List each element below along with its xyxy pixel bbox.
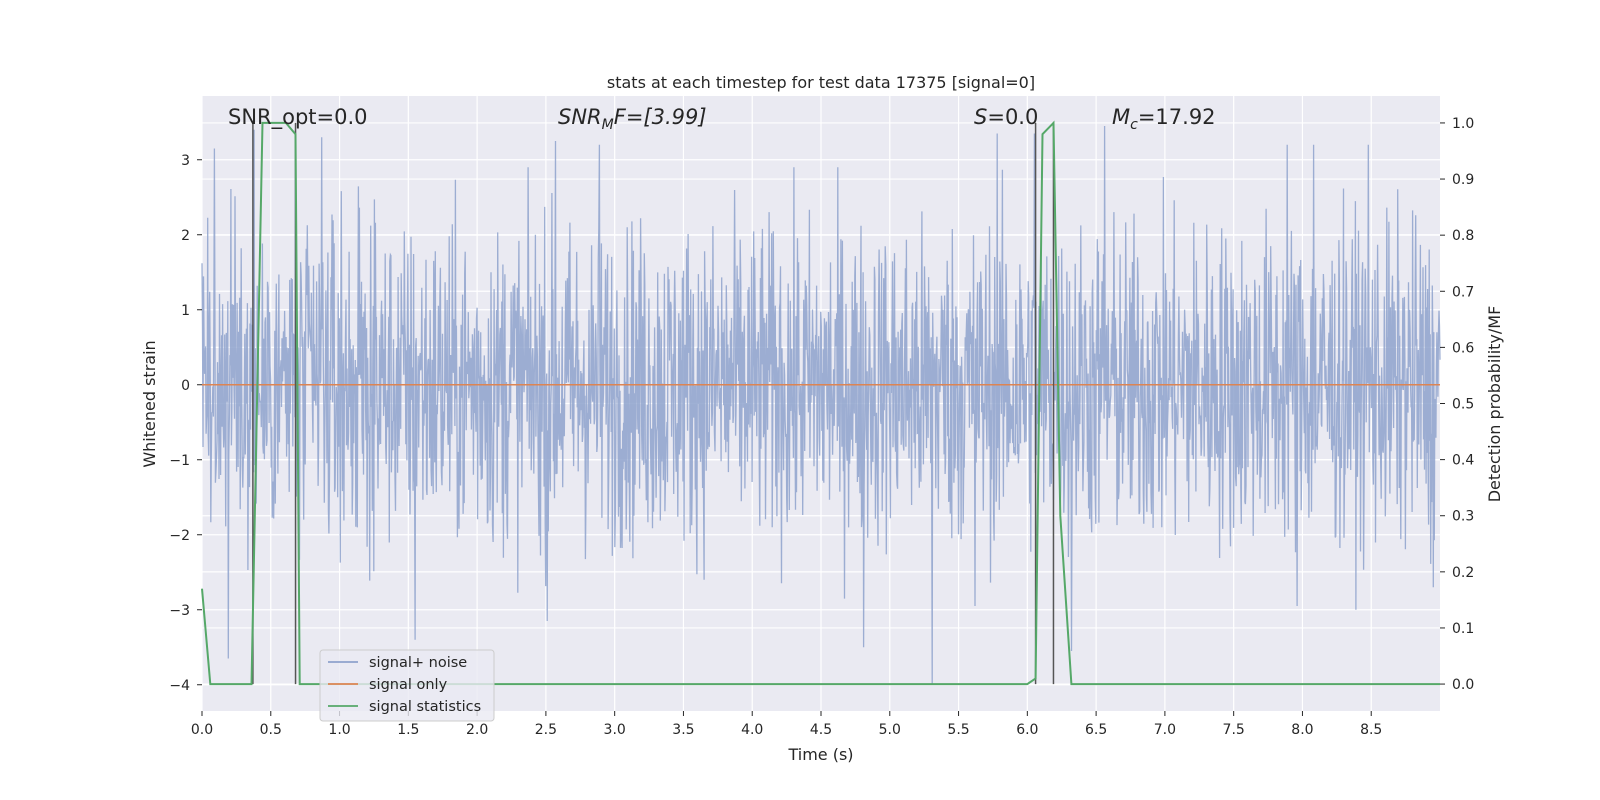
- y2-tick-label: 0.7: [1452, 284, 1474, 300]
- x-axis-ticks: 0.0 0.5 1.0 1.5 2.0 2.5 3.0 3.5 4.0 4.5 5.0 5.5 6.0 6…: [191, 711, 1382, 738]
- y2-tick-label: 0.0: [1452, 677, 1474, 693]
- y-axis-ticks: 3 2 1 0 −1 −2 −3 −4: [169, 153, 202, 694]
- x-tick-label: 7.0: [1154, 722, 1176, 738]
- x-axis-title: Time (s): [787, 745, 853, 764]
- x-tick-label: 2.5: [535, 722, 557, 738]
- legend-label-signal-statistics: signal statistics: [369, 699, 481, 715]
- y2-axis-title: Detection probability/MF: [1485, 306, 1504, 503]
- signal-statistics-line: [201, 120, 1440, 686]
- y-tick-label: −1: [169, 453, 190, 469]
- annotation-mc: Mc=17.92: [1112, 105, 1216, 133]
- x-tick-label: 0.0: [191, 722, 213, 738]
- x-tick-label: 1.5: [397, 722, 419, 738]
- y-tick-label: 2: [181, 228, 190, 244]
- annotation-snr-opt: SNR_opt=0.0: [228, 105, 368, 130]
- x-tick-label: 2.0: [466, 722, 488, 738]
- legend: signal+ noise signal only signal statist…: [319, 649, 495, 722]
- y2-tick-label: 0.6: [1452, 340, 1474, 356]
- x-tick-label: 7.5: [1223, 722, 1245, 738]
- y2-tick-label: 0.5: [1452, 397, 1474, 413]
- y-tick-label: 3: [181, 153, 190, 169]
- x-tick-label: 5.5: [947, 722, 969, 738]
- chart-title: stats at each timestep for test data 173…: [607, 73, 1035, 92]
- y-tick-label: 0: [181, 378, 190, 394]
- y-tick-label: −2: [169, 528, 190, 544]
- x-tick-label: 0.5: [260, 722, 282, 738]
- signal-plus-noise-line: [201, 125, 1441, 685]
- annotation-snr-mf: SNRMF=[3.99]: [558, 105, 707, 133]
- legend-label-signal-only: signal only: [369, 677, 448, 693]
- x-tick-label: 8.0: [1291, 722, 1313, 738]
- y2-tick-label: 0.4: [1452, 453, 1474, 469]
- x-tick-label: 5.0: [879, 722, 901, 738]
- y2-tick-label: 0.2: [1452, 565, 1474, 581]
- x-tick-label: 6.5: [1085, 722, 1107, 738]
- x-tick-label: 1.0: [328, 722, 350, 738]
- y-tick-label: −3: [169, 603, 190, 619]
- y-tick-label: −4: [169, 678, 190, 694]
- y2-tick-label: 0.9: [1452, 172, 1474, 188]
- y-axis-title: Whitened strain: [140, 340, 159, 467]
- x-tick-label: 3.5: [672, 722, 694, 738]
- y2-tick-label: 0.8: [1452, 228, 1474, 244]
- legend-box: [319, 649, 495, 722]
- y2-tick-label: 1.0: [1452, 116, 1474, 132]
- y2-tick-label: 0.1: [1452, 621, 1474, 637]
- y-tick-label: 1: [181, 303, 190, 319]
- x-tick-label: 6.0: [1016, 722, 1038, 738]
- annotation-s: S=0.0: [974, 105, 1038, 129]
- x-tick-label: 4.5: [810, 722, 832, 738]
- y2-axis-ticks: 1.0 0.9 0.8 0.7 0.6 0.5 0.4 0.3 0.2 0.1 0.0: [1440, 116, 1474, 693]
- signal-statistics-series: [201, 120, 1440, 686]
- x-tick-label: 3.0: [604, 722, 626, 738]
- x-tick-label: 8.5: [1360, 722, 1382, 738]
- x-tick-label: 4.0: [741, 722, 763, 738]
- legend-label-signal-plus-noise: signal+ noise: [369, 655, 467, 671]
- y2-tick-label: 0.3: [1452, 509, 1474, 525]
- signal-plus-noise-series: [201, 125, 1441, 685]
